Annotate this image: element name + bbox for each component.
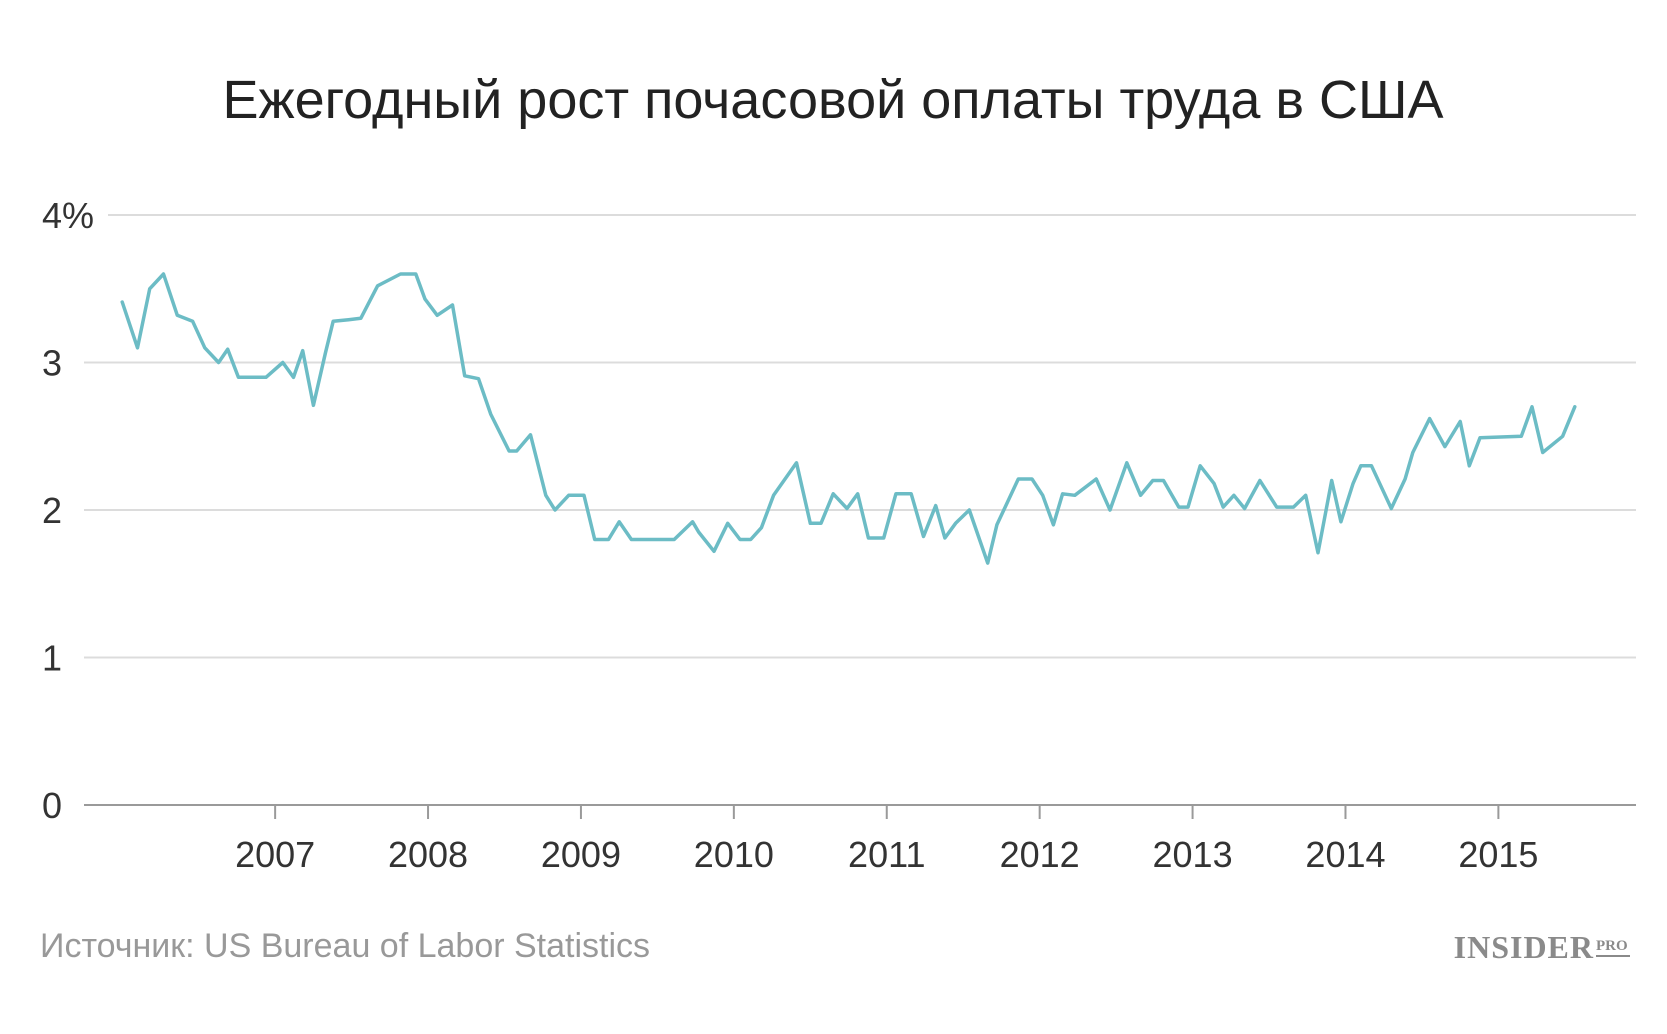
x-axis-ticks: 2007 2008 2009 2010 2011 2012 2013 2014 2015	[235, 805, 1538, 875]
y-tick-label: 0	[42, 785, 62, 826]
x-tick-label: 2008	[388, 834, 468, 875]
x-tick-label: 2007	[235, 834, 315, 875]
series-layer	[120, 272, 1577, 565]
x-tick-label: 2012	[1000, 834, 1080, 875]
x-tick-label: 2013	[1153, 834, 1233, 875]
y-tick-label: 2	[42, 490, 62, 531]
insider-pro-logo: INSIDER PRO	[1454, 929, 1630, 965]
x-tick-label: 2014	[1305, 834, 1385, 875]
y-tick-label: 4%	[42, 195, 94, 236]
x-tick-label: 2010	[694, 834, 774, 875]
source-note: Источник: US Bureau of Labor Statistics	[40, 927, 650, 965]
x-tick-label: 2011	[848, 834, 925, 875]
series-line	[120, 272, 1577, 565]
chart-title: Ежегодный рост почасовой оплаты труда в …	[222, 70, 1443, 130]
x-tick-label: 2015	[1458, 834, 1538, 875]
gridlines	[84, 214, 1636, 659]
logo-sub-text: PRO	[1596, 938, 1628, 954]
y-axis-ticks: 0 1 2 3 4%	[42, 195, 94, 826]
logo-main-text: INSIDER	[1454, 929, 1594, 965]
y-tick-label: 3	[42, 343, 62, 384]
x-tick-label: 2009	[541, 834, 621, 875]
y-tick-label: 1	[42, 638, 62, 679]
